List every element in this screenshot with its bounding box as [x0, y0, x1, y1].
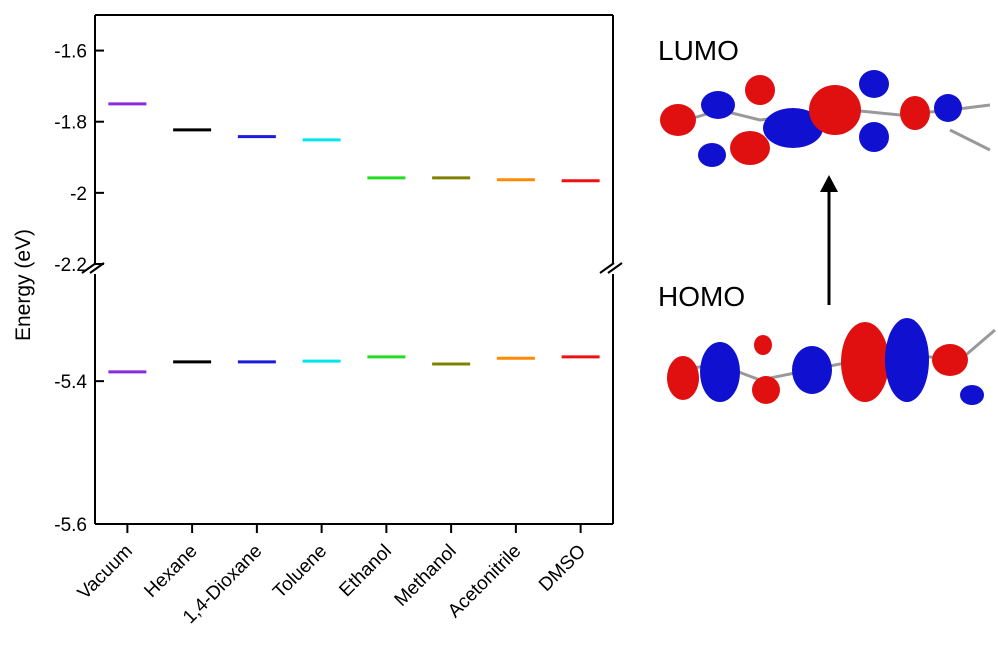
arrow-head: [820, 175, 838, 192]
x-tick-label: Vacuum: [74, 541, 137, 604]
homo-orbital: [667, 318, 996, 405]
y-tick-label: -2: [70, 184, 87, 205]
annotation: HOMO: [658, 281, 745, 312]
axis-break: [81, 262, 97, 274]
x-tick-label: Toluene: [269, 541, 331, 603]
y-tick-label: -2.2: [54, 255, 87, 276]
y-tick-label: -5.4: [54, 372, 87, 393]
x-tick-label: Hexane: [140, 541, 201, 602]
y-tick-label: -1.8: [54, 113, 87, 134]
y-tick-label: -1.6: [54, 42, 87, 63]
lumo-orbital: [660, 70, 991, 167]
axis-break: [599, 262, 615, 274]
y-tick-label: -5.6: [54, 515, 87, 536]
axis-break: [607, 262, 623, 274]
x-tick-label: DMSO: [535, 541, 590, 596]
y-axis-label: Energy (eV): [12, 229, 35, 341]
x-tick-label: Ethanol: [335, 541, 395, 601]
annotation: LUMO: [658, 35, 739, 66]
